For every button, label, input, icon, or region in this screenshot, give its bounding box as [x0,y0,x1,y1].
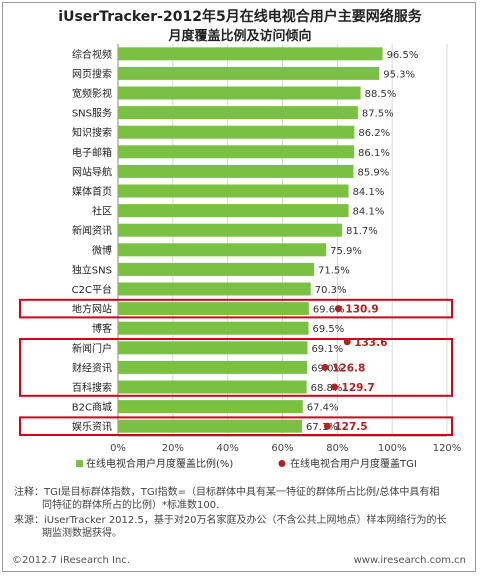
bar [118,47,383,61]
category-label: SNS服务 [72,107,112,120]
category-label: 网站导航 [72,165,112,178]
x-tick-label: 20% [162,443,184,454]
footer-copyright: ©2012.7 iResearch Inc. [12,555,130,566]
legend-marker-tgi [278,460,286,467]
bar [118,223,342,237]
highlight-box [19,338,453,397]
category-label: 娱乐资讯 [72,420,112,433]
source-line2: 期监测数据获得。 [42,528,122,539]
category-label: 新闻门户 [72,342,112,355]
legend-label-coverage: 在线电视合用户月度覆盖比例(%) [86,457,233,470]
legend-swatch-coverage [76,460,83,467]
x-tick-label: 100% [378,443,407,454]
bar-value-label: 87.5% [362,109,394,120]
bar-value-label: 88.5% [365,89,397,100]
tgi-point [343,338,351,346]
bar [118,184,349,198]
note-line2: 同特征的群体所占的比例）*标准数100. [42,500,220,511]
bar [118,145,355,159]
tgi-point [331,383,339,391]
category-label: 网页搜索 [72,67,112,80]
highlight-box [19,416,453,436]
bar [118,164,354,178]
tgi-value-label: 126.8 [332,362,365,374]
bar-value-label: 67.1% [306,422,338,433]
bar-value-label: 86.1% [358,148,390,159]
category-label: 财经资讯 [72,361,112,374]
bar-value-label: 69.5% [313,324,345,335]
category-label: 知识搜索 [72,126,112,139]
chart-title-line1: iUserTracker-2012年5月在线电视合用户主要网络服务 [58,9,422,25]
x-tick-label: 0% [110,443,126,454]
bar [118,86,361,100]
bar-value-label: 95.3% [383,69,415,80]
source-line1: 来源：iUserTracker 2012.5，基于对20万名家庭及办公（不含公共… [14,515,447,526]
bar-value-label: 84.1% [353,207,385,218]
bar-value-label: 85.9% [358,167,390,178]
category-label: 宽频影视 [72,87,112,100]
bar-value-label: 71.5% [318,265,350,276]
bar-chart: 0% 20% 40% 60% 80% 100% 120% 综合视频 96.5% 网页搜索 95.3%… [19,44,462,470]
bar [118,243,327,257]
chart-title-line2: 月度覆盖比例及访问倾向 [168,29,312,44]
category-label: 新闻资讯 [72,224,112,237]
category-label: 博客 [92,322,112,335]
tgi-value-label: 127.5 [334,421,367,433]
highlight-box [19,298,453,319]
category-label: 社区 [92,205,112,218]
bar-value-label: 81.7% [346,226,378,237]
bar-value-label: 75.9% [330,246,362,257]
bar [118,400,303,414]
bar-value-label: 67.4% [307,403,339,414]
bar-value-label: 86.2% [358,128,390,139]
x-tick-label: 60% [271,443,293,454]
tgi-value-label: 129.7 [342,382,375,394]
x-tick-label: 120% [433,443,462,454]
category-label: 百科搜索 [72,381,112,394]
category-label: 媒体首页 [72,185,112,198]
bar [118,419,302,433]
category-label: 地方网站 [72,303,112,316]
bar [118,106,358,120]
bar [118,66,380,80]
bar-value-label: 96.5% [387,50,419,61]
bar-value-label: 69.1% [311,344,343,355]
bar-value-label: 84.1% [353,187,385,198]
footer-website: www.iresearch.com.cn [353,555,466,566]
category-label: B2C商城 [72,401,112,414]
tgi-value-label: 133.6 [354,337,387,349]
tgi-point [334,305,342,313]
category-label: 独立SNS [72,263,112,276]
bar [118,302,309,316]
bar [118,125,355,139]
tgi-point [321,363,329,371]
bar-value-label: 70.3% [315,285,347,296]
x-tick-label: 40% [217,443,239,454]
bar [118,204,349,218]
tgi-point [323,422,331,430]
x-tick-label: 80% [326,443,348,454]
bar-value-label: 69.6% [313,305,345,316]
tgi-value-label: 130.9 [345,304,378,316]
bar [118,360,308,374]
legend-label-tgi: 在线电视合用户月度覆盖TGI [290,457,417,470]
bar [118,321,309,335]
category-label: C2C平台 [72,283,112,296]
bar [118,262,315,276]
category-label: 电子邮箱 [72,146,112,159]
bar-value-label: 68.8% [311,383,343,394]
bar [118,380,307,394]
bar [118,282,311,296]
category-label: 综合视频 [72,48,112,61]
category-label: 微博 [92,244,112,257]
note-line1: 注释：TGI是目标群体指数，TGI指数=（目标群体中具有某一特征的群体所占比例/… [14,487,440,498]
bar [118,341,308,355]
